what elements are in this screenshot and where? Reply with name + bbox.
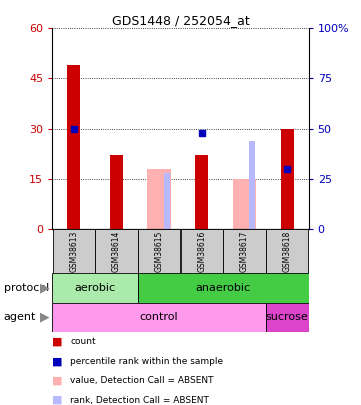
Bar (181, 229, 223, 273)
Text: ▶: ▶ (40, 311, 50, 324)
Bar (266, 303, 309, 332)
Text: GSM38613: GSM38613 (69, 230, 78, 272)
Text: ■: ■ (52, 356, 63, 366)
Text: GSM38616: GSM38616 (197, 230, 206, 272)
Bar (52, 303, 266, 332)
Bar (249, 141, 256, 229)
Text: control: control (140, 312, 178, 322)
Bar (95, 229, 138, 273)
Text: rank, Detection Call = ABSENT: rank, Detection Call = ABSENT (70, 396, 209, 405)
Text: count: count (70, 337, 96, 346)
Bar (281, 129, 294, 229)
Text: ■: ■ (52, 395, 63, 405)
Text: agent: agent (4, 312, 36, 322)
Text: anaerobic: anaerobic (196, 283, 251, 293)
Text: protocol: protocol (4, 283, 49, 293)
Text: GSM38618: GSM38618 (283, 230, 292, 272)
Bar (147, 168, 171, 229)
Text: sucrose: sucrose (266, 312, 309, 322)
Bar (110, 155, 123, 229)
Bar (138, 229, 180, 273)
Text: aerobic: aerobic (74, 283, 116, 293)
Bar (223, 229, 266, 273)
Text: percentile rank within the sample: percentile rank within the sample (70, 357, 223, 366)
Text: ■: ■ (52, 376, 63, 386)
Bar (138, 273, 309, 303)
Bar (53, 229, 95, 273)
Bar (52, 273, 138, 303)
Bar (195, 155, 208, 229)
Bar (266, 229, 308, 273)
Text: GSM38614: GSM38614 (112, 230, 121, 272)
Text: ▶: ▶ (40, 281, 50, 294)
Bar (67, 65, 80, 229)
Text: GSM38615: GSM38615 (155, 230, 164, 272)
Text: value, Detection Call = ABSENT: value, Detection Call = ABSENT (70, 376, 214, 385)
Text: GSM38617: GSM38617 (240, 230, 249, 272)
Bar (233, 179, 256, 229)
Text: GDS1448 / 252054_at: GDS1448 / 252054_at (112, 14, 249, 27)
Text: ■: ■ (52, 337, 63, 347)
Bar (164, 173, 170, 229)
